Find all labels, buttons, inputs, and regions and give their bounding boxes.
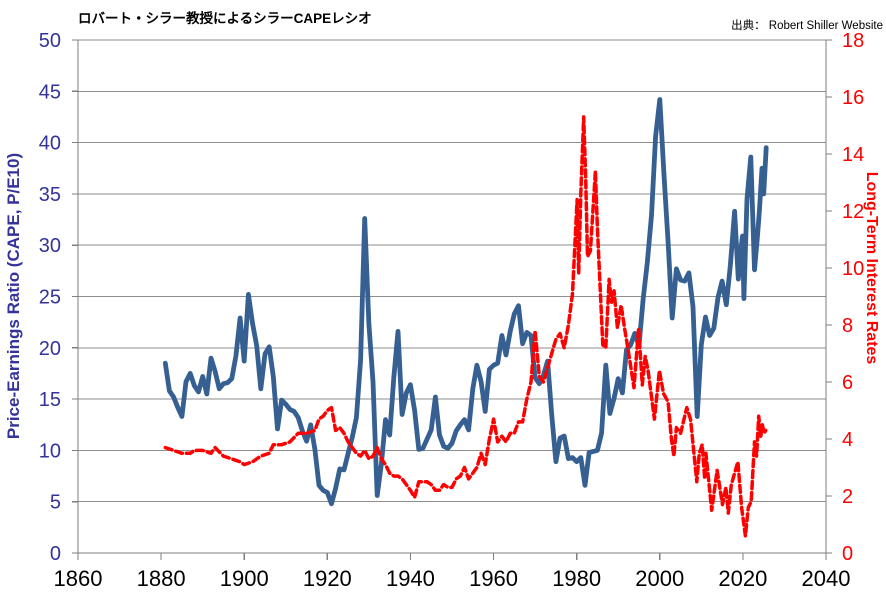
left-tick-label: 20: [39, 338, 61, 360]
left-axis-title: Price-Earnings Ratio (CAPE, P/E10): [4, 152, 23, 440]
right-tick-label: 6: [842, 372, 853, 394]
x-tick-label: 1880: [137, 566, 186, 591]
x-tick-label: 1960: [469, 566, 518, 591]
x-tick-label: 1900: [220, 566, 269, 591]
right-tick-label: 12: [842, 201, 864, 223]
right-tick-label: 4: [842, 429, 853, 451]
right-tick-label: 10: [842, 258, 864, 280]
right-tick-label: 14: [842, 144, 864, 166]
right-tick-label: 2: [842, 486, 853, 508]
x-tick-label: 1940: [386, 566, 435, 591]
interest-rate-series-line: [163, 115, 768, 538]
x-tick-label: 2020: [718, 566, 767, 591]
right-tick-label: 18: [842, 30, 864, 52]
source-credit: 出典： Robert Shiller Website: [731, 20, 883, 32]
left-tick-label: 50: [39, 30, 61, 52]
left-tick-label: 25: [39, 287, 61, 309]
x-tick-label: 2040: [802, 566, 851, 591]
right-tick-label: 0: [842, 543, 853, 565]
left-tick-label: 0: [50, 543, 61, 565]
left-tick-label: 15: [39, 389, 61, 411]
cape-series-line: [162, 97, 769, 507]
left-tick-label: 5: [50, 492, 61, 514]
x-tick-label: 1860: [54, 566, 103, 591]
x-tick-label: 1920: [303, 566, 352, 591]
left-tick-label: 45: [39, 81, 61, 103]
right-tick-label: 8: [842, 315, 853, 337]
left-tick-label: 10: [39, 440, 61, 462]
x-tick-label: 1980: [552, 566, 601, 591]
left-tick-label: 30: [39, 235, 61, 257]
right-tick-label: 16: [842, 87, 864, 109]
chart-title: ロバート・シラー教授によるシラーCAPEレシオ: [78, 11, 372, 26]
right-axis-title: Long-Term Interest Rates: [863, 171, 880, 365]
left-tick-label: 40: [39, 133, 61, 155]
left-tick-label: 35: [39, 184, 61, 206]
x-tick-label: 2000: [635, 566, 684, 591]
